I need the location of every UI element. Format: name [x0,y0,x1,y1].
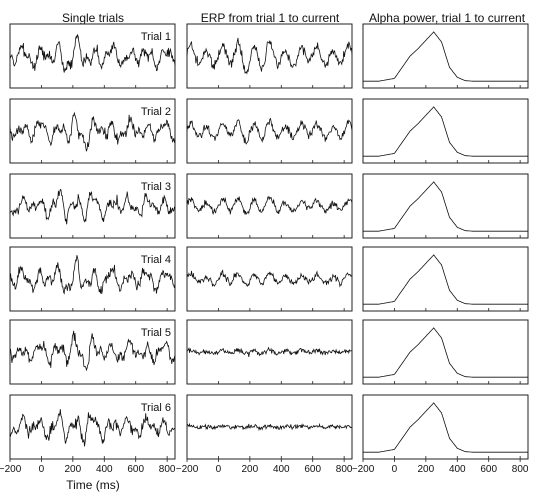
column-title-erp: ERP from trial 1 to current [201,11,340,25]
x-tick-label: 600 [127,464,144,475]
erp-line [186,269,353,288]
x-tick-label: 600 [480,464,497,475]
x-axes: −200 0 200 400 600 800 −200 0 200 400 600 800 −200 0 2… [0,459,529,475]
x-tick-label: 400 [273,464,290,475]
alpha-power-line [363,254,528,305]
single-trial-line [9,188,176,225]
x-tick-label: 0 [39,464,45,475]
x-tick-label: −200 [0,464,22,475]
erp-line [186,196,353,216]
panel-frame [362,394,529,460]
x-tick-label: 800 [336,464,353,475]
single-trial-line [9,255,176,295]
panel-frame [362,319,529,385]
x-tick-label: −200 [176,464,199,475]
panel-frame [362,246,529,312]
panel-frame [362,23,529,89]
x-tick-label: 800 [512,464,529,475]
single-trial-line [9,111,176,152]
column-title-alpha-power: Alpha power, trial 1 to current [369,11,526,25]
x-tick-label: 0 [216,464,222,475]
alpha-power-line [363,106,528,157]
x-tick-label: 0 [392,464,398,475]
x-tick-label: 200 [418,464,435,475]
single-trial-line [9,409,176,447]
trial-label: Trial 1 [141,31,171,43]
trial-label: Trial 3 [141,181,171,193]
trial-label: Trial 6 [141,402,171,414]
x-tick-label: 200 [242,464,259,475]
single-trial-line [9,330,176,372]
panel-frame [9,319,176,385]
trial-label: Trial 2 [141,106,171,118]
x-tick-label: 400 [96,464,113,475]
panel-frame [186,23,353,89]
column-title-single-trials: Single trials [62,11,124,25]
erp-line [186,346,353,358]
trial-label: Trial 5 [141,327,171,339]
alpha-power-line [363,181,528,232]
trial-label: Trial 4 [141,254,171,266]
panel-frame [9,98,176,164]
panel-frame [362,98,529,164]
x-tick-label: 600 [304,464,321,475]
panel-frame [186,98,353,164]
alpha-power-line [363,31,528,82]
single-trial-line [9,33,176,73]
x-tick-label: 800 [159,464,176,475]
panel-frame [186,246,353,312]
alpha-power-line [363,402,528,453]
panel-frame [186,173,353,239]
panel-frame [186,394,353,460]
x-tick-label: −200 [352,464,375,475]
erp-line [186,37,353,75]
panel-frame [362,173,529,239]
x-tick-label: 200 [65,464,82,475]
x-tick-label: 400 [449,464,466,475]
alpha-power-line [363,327,528,378]
erp-line [186,117,353,145]
erp-line [186,422,353,432]
panel-grid: Trial 1 Trial 2 Trial 3 Trial 4 Trial 5 Trial… [9,23,529,460]
x-axis-label: Time (ms) [66,478,120,492]
